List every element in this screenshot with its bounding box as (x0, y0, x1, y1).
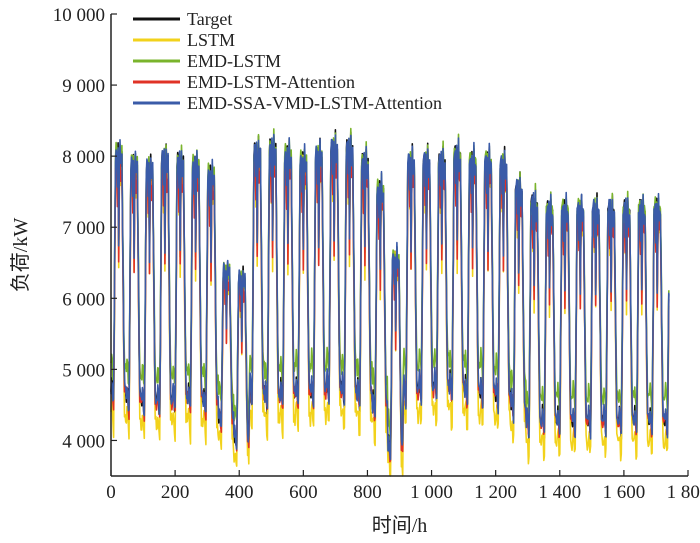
legend-label: EMD-SSA-VMD-LSTM-Attention (187, 93, 442, 113)
x-tick-label: 600 (289, 482, 318, 503)
x-tick-label: 1 400 (538, 482, 581, 503)
y-ticks: 4 000 5 000 6 000 7 000 8 000 9 000 10 000 (53, 5, 117, 452)
x-ticks: 0 200 400 600 800 1 000 1 200 1 400 1 600 1 800 (106, 470, 700, 503)
axes: 0 200 400 600 800 1 000 1 200 1 400 1 600 1 800 4… (53, 5, 700, 503)
plot-lines (110, 127, 670, 477)
legend-label: EMD-LSTM-Attention (187, 72, 355, 92)
y-tick-label: 10 000 (53, 5, 105, 26)
y-tick-label: 4 000 (62, 431, 105, 452)
x-axis-title: 时间/h (372, 514, 428, 537)
x-tick-label: 400 (225, 482, 254, 503)
x-tick-label: 1 600 (603, 482, 646, 503)
y-axis-title: 负荷/kW (9, 218, 32, 293)
legend-label: LSTM (187, 30, 235, 50)
x-tick-label: 800 (353, 482, 382, 503)
y-tick-label: 5 000 (62, 360, 105, 381)
y-tick-label: 6 000 (62, 289, 105, 310)
x-tick-label: 200 (161, 482, 190, 503)
x-tick-label: 1 200 (474, 482, 517, 503)
legend: TargetLSTMEMD-LSTMEMD-LSTM-AttentionEMD-… (133, 9, 442, 113)
y-tick-label: 9 000 (62, 76, 105, 97)
x-tick-label: 1 800 (667, 482, 700, 503)
x-tick-label: 0 (106, 482, 116, 503)
legend-label: Target (187, 9, 232, 29)
series-line (110, 133, 670, 461)
x-tick-label: 1 000 (410, 482, 453, 503)
legend-label: EMD-LSTM (187, 51, 281, 71)
y-tick-label: 8 000 (62, 147, 105, 168)
y-tick-label: 7 000 (62, 218, 105, 239)
